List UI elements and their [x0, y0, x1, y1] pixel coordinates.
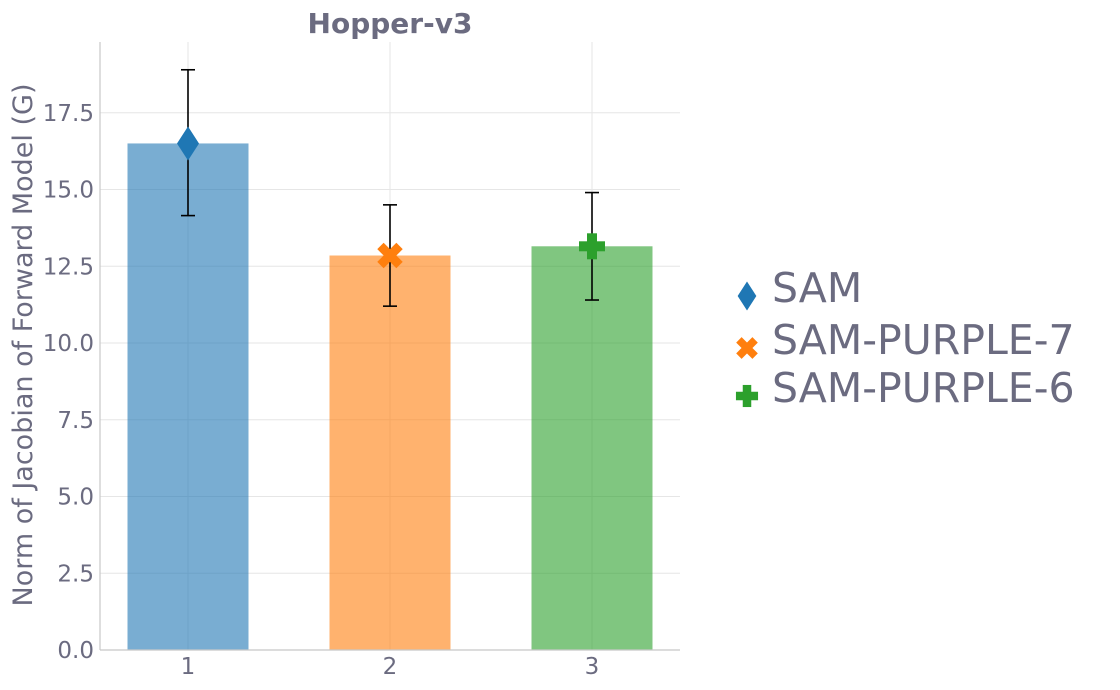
y-tick-label: 10.0 [43, 331, 94, 357]
marker-x [377, 242, 403, 269]
x-tick-label: 1 [181, 654, 196, 680]
legend-label: SAM-PURPLE-7 [772, 316, 1075, 364]
bar [127, 143, 249, 650]
x-tick-label: 3 [585, 654, 600, 680]
x-tick-label: 2 [383, 654, 398, 680]
marker-plus-v [742, 384, 752, 408]
y-tick-label: 7.5 [57, 408, 94, 434]
marker-diamond [737, 281, 757, 311]
y-tick-label: 12.5 [43, 254, 94, 280]
legend-item: SAM-PURPLE-7 [736, 316, 1075, 364]
axis-layer [99, 42, 680, 651]
y-tick-label: 0.0 [57, 638, 94, 664]
marker-x-stroke [377, 242, 403, 269]
y-axis-label: Norm of Jacobian of Forward Model (G) [8, 84, 39, 607]
y-tick-label: 15.0 [43, 178, 94, 204]
marker-x [736, 337, 758, 359]
legend-label: SAM [772, 264, 862, 312]
chart-title: Hopper-v3 [308, 7, 473, 40]
legend-item: SAM-PURPLE-6 [735, 364, 1075, 412]
y-tick-label: 17.5 [43, 101, 94, 127]
bar-layer [127, 143, 653, 651]
y-tick-label: 5.0 [57, 485, 94, 511]
tick-label-layer: 0.0 2.5 5.0 7.5 10.0 12.5 15.0 17.5 1 2 3 [43, 101, 600, 680]
marker-plus-v [587, 233, 597, 260]
marker-diamond [177, 126, 199, 161]
bar [329, 255, 451, 650]
legend-item: SAM [737, 264, 862, 312]
marker-x-stroke [736, 337, 758, 359]
marker-layer [177, 126, 605, 269]
y-tick-label: 2.5 [57, 561, 94, 587]
legend-label: SAM-PURPLE-6 [772, 364, 1075, 412]
bar [531, 246, 653, 651]
